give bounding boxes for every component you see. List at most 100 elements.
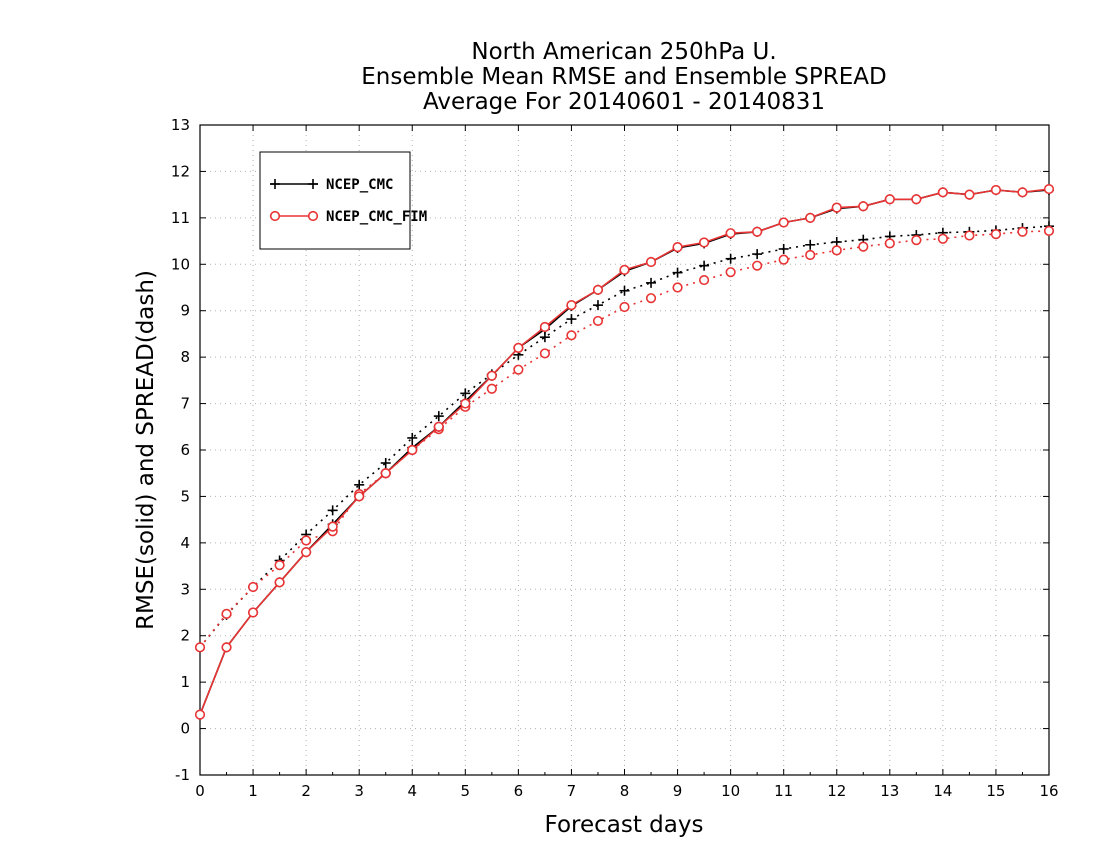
- series-ncep-cmc-fim-spread-line: [199, 230, 1050, 648]
- y-tick-label: 10: [171, 255, 190, 273]
- point-ncep-cmc-fim-spread: [301, 535, 312, 546]
- point-ncep-cmc-spread: [752, 249, 763, 260]
- y-tick-label: 4: [180, 534, 190, 552]
- legend-marker-end: [307, 210, 319, 222]
- y-tick-label: 6: [180, 441, 190, 459]
- point-ncep-cmc-fim-rmse: [805, 212, 816, 223]
- series-lines: [194, 183, 1055, 720]
- point-ncep-cmc-fim-rmse: [1043, 183, 1055, 195]
- point-ncep-cmc-fim-spread: [884, 238, 895, 249]
- y-tick-label: 0: [180, 720, 190, 738]
- chart-title-line-3: Average For 20140601 - 20140831: [423, 89, 825, 115]
- legend-marker-start: [270, 179, 280, 189]
- point-ncep-cmc-fim-rmse: [274, 577, 285, 588]
- point-ncep-cmc-fim-spread: [539, 348, 551, 359]
- point-ncep-cmc-spread: [566, 314, 577, 325]
- point-ncep-cmc-fim-rmse: [619, 264, 630, 275]
- point-ncep-cmc-spread: [619, 285, 630, 296]
- point-ncep-cmc-fim-rmse: [327, 521, 338, 532]
- x-tick-label: 16: [1039, 782, 1058, 800]
- point-ncep-cmc-spread: [327, 505, 338, 516]
- x-tick-label: 4: [407, 782, 417, 800]
- y-tick-label: 11: [171, 209, 190, 227]
- point-ncep-cmc-fim-rmse: [380, 468, 391, 479]
- point-ncep-cmc-fim-spread: [1017, 226, 1028, 237]
- legend-label: NCEP_CMC_FIM: [326, 209, 427, 225]
- point-ncep-cmc-fim-rmse: [778, 217, 789, 228]
- point-ncep-cmc-fim-spread: [513, 364, 524, 375]
- legend-marker-start: [269, 210, 281, 222]
- point-ncep-cmc-fim-spread: [964, 230, 975, 241]
- point-ncep-cmc-fim-spread: [937, 233, 948, 244]
- y-tick-label: 7: [180, 395, 190, 413]
- point-ncep-cmc-spread: [805, 239, 816, 250]
- point-ncep-cmc-fim-rmse: [247, 607, 259, 618]
- point-ncep-cmc-fim-spread: [486, 383, 497, 394]
- x-tick-label: 11: [774, 782, 793, 800]
- point-ncep-cmc-fim-spread: [778, 254, 789, 265]
- y-tick-label: 8: [180, 348, 190, 366]
- x-tick-label: 15: [986, 782, 1005, 800]
- y-tick-label: 13: [171, 116, 190, 134]
- point-ncep-cmc-fim-rmse: [645, 256, 657, 268]
- x-axis-title: Forecast days: [545, 812, 704, 838]
- point-ncep-cmc-fim-rmse: [884, 194, 895, 205]
- point-ncep-cmc-fim-spread: [672, 282, 683, 293]
- x-tick-label: 9: [673, 782, 683, 800]
- point-ncep-cmc-spread: [433, 411, 444, 422]
- point-ncep-cmc-fim-spread: [274, 560, 285, 571]
- point-ncep-cmc-fim-spread: [1043, 225, 1055, 236]
- point-ncep-cmc-spread: [646, 277, 657, 288]
- x-tick-label: 7: [567, 782, 577, 800]
- point-ncep-cmc-fim-rmse: [221, 642, 232, 653]
- x-tick-label: 10: [721, 782, 740, 800]
- point-ncep-cmc-fim-spread: [752, 260, 763, 271]
- point-ncep-cmc-fim-rmse: [725, 228, 736, 239]
- point-ncep-cmc-fim-rmse: [460, 398, 471, 409]
- series-ncep-cmc-spread-line: [199, 225, 1050, 648]
- x-tick-label: 12: [827, 782, 846, 800]
- point-ncep-cmc-spread: [725, 253, 736, 264]
- y-tick-label: 12: [171, 162, 190, 180]
- point-ncep-cmc-fim-rmse: [513, 342, 524, 353]
- point-ncep-cmc-fim-rmse: [858, 201, 869, 212]
- x-tick-label: 6: [514, 782, 524, 800]
- point-ncep-cmc-fim-rmse: [1017, 187, 1028, 198]
- point-ncep-cmc-fim-rmse: [539, 321, 551, 333]
- y-tick-label: 5: [180, 487, 190, 505]
- legend: NCEP_CMC NCEP_CMC_FIM: [259, 151, 427, 250]
- point-ncep-cmc-spread: [592, 300, 603, 311]
- point-ncep-cmc-fim-rmse: [831, 202, 842, 213]
- legend-marker-end: [308, 179, 318, 189]
- y-tick-label: 1: [180, 673, 190, 691]
- point-ncep-cmc-fim-rmse: [592, 284, 604, 295]
- point-ncep-cmc-fim-spread: [592, 315, 604, 327]
- point-ncep-cmc-fim-spread: [911, 235, 922, 246]
- point-ncep-cmc-spread: [380, 458, 391, 468]
- point-ncep-cmc-fim-spread: [725, 267, 736, 278]
- point-ncep-cmc-fim-rmse: [301, 547, 312, 558]
- point-ncep-cmc-spread: [699, 260, 710, 271]
- point-ncep-cmc-fim-rmse: [911, 194, 922, 205]
- point-ncep-cmc-fim-spread: [990, 229, 1002, 240]
- y-tick-label: 2: [180, 627, 190, 645]
- x-tick-label: 8: [620, 782, 630, 800]
- point-ncep-cmc-fim-spread: [566, 330, 577, 341]
- point-ncep-cmc-fim-rmse: [407, 444, 418, 456]
- point-ncep-cmc-fim-rmse: [354, 491, 365, 502]
- point-ncep-cmc-fim-spread: [698, 274, 710, 286]
- point-ncep-cmc-fim-spread: [221, 608, 232, 619]
- point-ncep-cmc-fim-rmse: [194, 709, 206, 720]
- x-tick-label: 1: [248, 782, 258, 800]
- point-ncep-cmc-spread: [778, 243, 789, 254]
- x-tick-label: 13: [880, 782, 899, 800]
- point-ncep-cmc-fim-rmse: [698, 237, 710, 248]
- legend-box: [259, 151, 411, 250]
- y-tick-label: 3: [180, 580, 190, 598]
- point-ncep-cmc-fim-rmse: [937, 187, 948, 198]
- point-ncep-cmc-fim-spread: [858, 241, 869, 252]
- point-ncep-cmc-fim-spread: [247, 581, 259, 593]
- x-tick-label: 14: [933, 782, 952, 800]
- point-ncep-cmc-fim-rmse: [752, 226, 763, 237]
